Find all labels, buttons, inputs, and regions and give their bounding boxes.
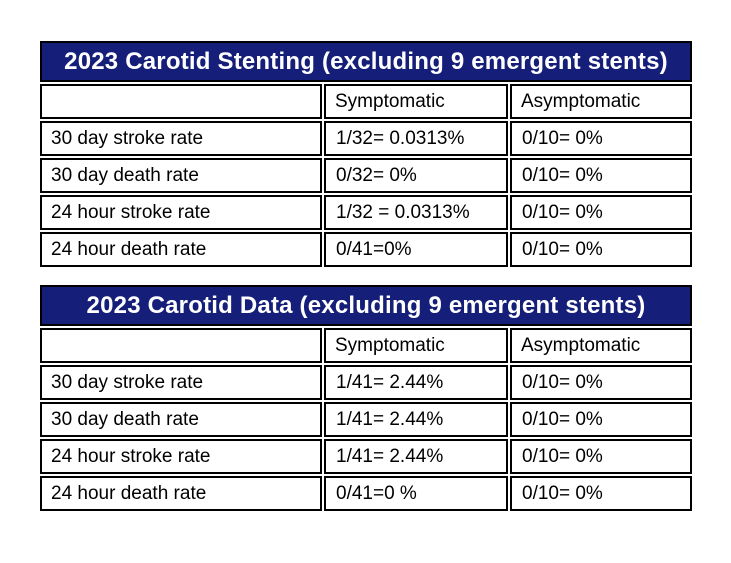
table-row: 30 day death rate 1/41= 2.44% 0/10= 0% — [40, 402, 692, 437]
row-label: 24 hour death rate — [40, 232, 322, 267]
asymptomatic-value: 0/10= 0% — [510, 476, 692, 511]
symptomatic-value: 1/41= 2.44% — [324, 402, 508, 437]
carotid-data-table: 2023 Carotid Data (excluding 9 emergent … — [38, 283, 694, 513]
asymptomatic-value: 0/10= 0% — [510, 232, 692, 267]
asymptomatic-value: 0/10= 0% — [510, 158, 692, 193]
symptomatic-value: 1/41= 2.44% — [324, 365, 508, 400]
table-row: 30 day stroke rate 1/32= 0.0313% 0/10= 0… — [40, 121, 692, 156]
table-row: 24 hour death rate 0/41=0% 0/10= 0% — [40, 232, 692, 267]
table-row: 24 hour stroke rate 1/41= 2.44% 0/10= 0% — [40, 439, 692, 474]
asymptomatic-value: 0/10= 0% — [510, 439, 692, 474]
column-header-symptomatic: Symptomatic — [324, 84, 508, 119]
table-row: 30 day stroke rate 1/41= 2.44% 0/10= 0% — [40, 365, 692, 400]
symptomatic-value: 1/32= 0.0313% — [324, 121, 508, 156]
row-label: 30 day stroke rate — [40, 365, 322, 400]
row-label: 30 day death rate — [40, 158, 322, 193]
symptomatic-value: 1/41= 2.44% — [324, 439, 508, 474]
table-title-row: 2023 Carotid Data (excluding 9 emergent … — [40, 285, 692, 326]
row-label: 24 hour stroke rate — [40, 439, 322, 474]
table-title: 2023 Carotid Stenting (excluding 9 emerg… — [40, 41, 692, 82]
symptomatic-value: 1/32 = 0.0313% — [324, 195, 508, 230]
table-row: 24 hour stroke rate 1/32 = 0.0313% 0/10=… — [40, 195, 692, 230]
symptomatic-value: 0/32= 0% — [324, 158, 508, 193]
column-header-empty — [40, 328, 322, 363]
row-label: 30 day stroke rate — [40, 121, 322, 156]
row-label: 24 hour death rate — [40, 476, 322, 511]
table-row: 30 day death rate 0/32= 0% 0/10= 0% — [40, 158, 692, 193]
table-title-row: 2023 Carotid Stenting (excluding 9 emerg… — [40, 41, 692, 82]
asymptomatic-value: 0/10= 0% — [510, 121, 692, 156]
symptomatic-value: 0/41=0 % — [324, 476, 508, 511]
row-label: 30 day death rate — [40, 402, 322, 437]
symptomatic-value: 0/41=0% — [324, 232, 508, 267]
table-row: 24 hour death rate 0/41=0 % 0/10= 0% — [40, 476, 692, 511]
column-header-symptomatic: Symptomatic — [324, 328, 508, 363]
asymptomatic-value: 0/10= 0% — [510, 365, 692, 400]
column-header-asymptomatic: Asymptomatic — [510, 84, 692, 119]
asymptomatic-value: 0/10= 0% — [510, 402, 692, 437]
asymptomatic-value: 0/10= 0% — [510, 195, 692, 230]
column-header-row: Symptomatic Asymptomatic — [40, 84, 692, 119]
column-header-asymptomatic: Asymptomatic — [510, 328, 692, 363]
carotid-stenting-table: 2023 Carotid Stenting (excluding 9 emerg… — [38, 39, 694, 269]
column-header-row: Symptomatic Asymptomatic — [40, 328, 692, 363]
row-label: 24 hour stroke rate — [40, 195, 322, 230]
table-title: 2023 Carotid Data (excluding 9 emergent … — [40, 285, 692, 326]
column-header-empty — [40, 84, 322, 119]
